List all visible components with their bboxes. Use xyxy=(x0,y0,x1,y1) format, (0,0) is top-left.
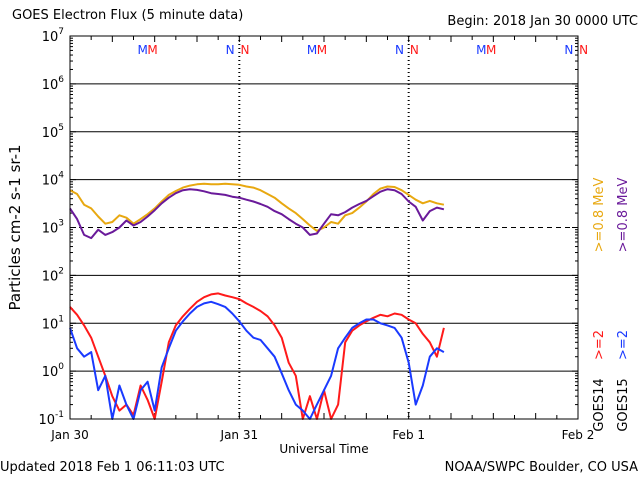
series-line xyxy=(69,188,445,240)
x-tick-label: Feb 1 xyxy=(392,428,425,442)
y-axis-title: Particles cm-2 s-1 sr-1 xyxy=(6,144,24,310)
series-line xyxy=(69,182,445,232)
y-tick-label: 105 xyxy=(42,123,64,141)
x-tick-label: Jan 30 xyxy=(50,428,89,442)
plot-frame xyxy=(69,35,579,420)
eclipse-marker: N xyxy=(564,43,573,57)
begin-time: Begin: 2018 Jan 30 0000 UTC xyxy=(447,14,638,29)
updated-time: Updated 2018 Feb 1 06:11:03 UTC xyxy=(0,460,225,475)
x-tick-label: Feb 2 xyxy=(562,428,595,442)
eclipse-marker: N xyxy=(579,43,588,57)
legend-label: GOES14 xyxy=(592,378,607,431)
eclipse-marker: M xyxy=(137,43,147,57)
eclipse-marker: M xyxy=(476,43,486,57)
eclipse-marker: N xyxy=(395,43,404,57)
eclipse-marker: M xyxy=(317,43,327,57)
y-tick-label: 102 xyxy=(42,266,64,284)
y-tick-label: 107 xyxy=(42,27,64,45)
data-source: NOAA/SWPC Boulder, CO USA xyxy=(444,460,638,475)
series-line xyxy=(69,300,445,420)
x-axis-title: Universal Time xyxy=(279,442,368,456)
series-line xyxy=(69,292,445,420)
legend-label: GOES15 xyxy=(616,378,631,431)
y-tick-label: 10-1 xyxy=(38,410,64,428)
y-tick-label: 106 xyxy=(42,75,65,93)
legend-label: >=0.8 MeV xyxy=(616,178,631,253)
y-tick-label: 101 xyxy=(42,314,64,332)
legend-label: >=0.8 MeV xyxy=(592,178,607,253)
y-tick-label: 104 xyxy=(42,171,65,189)
eclipse-marker: M xyxy=(147,43,157,57)
legend-label: >=2 xyxy=(616,330,631,360)
eclipse-marker: N xyxy=(410,43,419,57)
eclipse-marker: M xyxy=(486,43,496,57)
y-tick-label: 100 xyxy=(42,362,65,380)
y-tick-label: 103 xyxy=(42,219,64,237)
legend-label: >=2 xyxy=(592,330,607,360)
eclipse-marker: N xyxy=(240,43,249,57)
eclipse-marker: N xyxy=(226,43,235,57)
chart-title: GOES Electron Flux (5 minute data) xyxy=(12,8,244,23)
eclipse-marker: M xyxy=(307,43,317,57)
x-tick-label: Jan 31 xyxy=(220,428,259,442)
